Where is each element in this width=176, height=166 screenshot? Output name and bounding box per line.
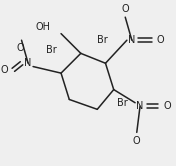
Text: Br: Br bbox=[97, 35, 108, 45]
Text: N: N bbox=[136, 101, 144, 111]
Text: N: N bbox=[128, 35, 136, 45]
Text: Br: Br bbox=[46, 45, 56, 55]
Text: OH: OH bbox=[35, 22, 51, 32]
Text: O: O bbox=[1, 65, 8, 75]
Text: Br: Br bbox=[117, 98, 127, 108]
Text: O: O bbox=[121, 4, 129, 14]
Text: O: O bbox=[156, 35, 164, 45]
Text: N: N bbox=[24, 58, 32, 68]
Text: O: O bbox=[16, 43, 24, 53]
Text: O: O bbox=[133, 136, 141, 146]
Text: O: O bbox=[163, 101, 171, 111]
